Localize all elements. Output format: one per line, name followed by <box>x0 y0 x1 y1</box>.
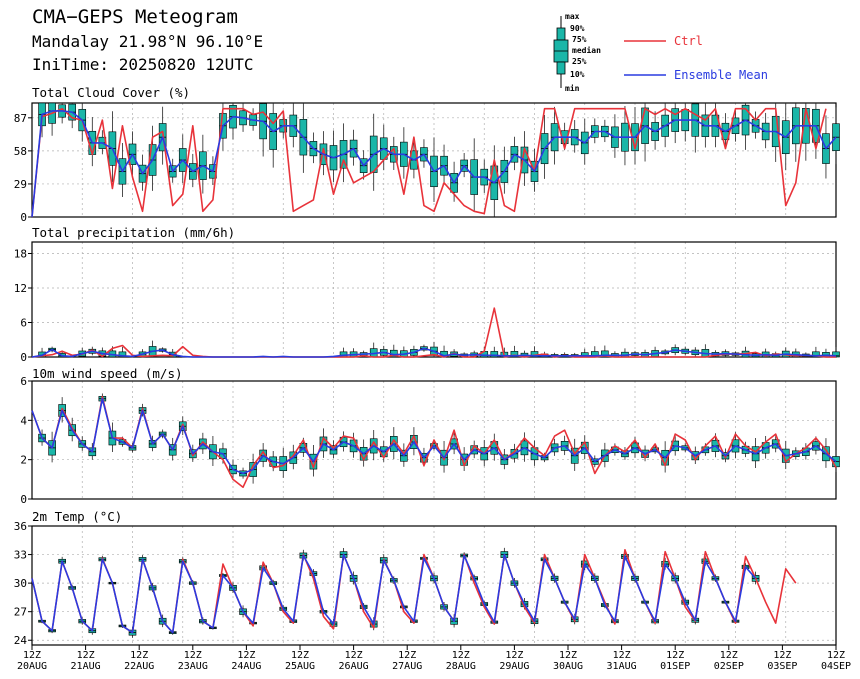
y-tick-label: 2 <box>20 454 27 467</box>
x-tick-date: 21AUG <box>71 661 101 672</box>
x-tick-hour: 12Z <box>23 650 41 661</box>
ensemble-box <box>510 351 519 358</box>
legend-box-label: 10% <box>570 70 585 79</box>
y-tick-label: 6 <box>20 317 27 330</box>
ensemble-box <box>118 351 127 358</box>
panel-title: Total Cloud Cover (%) <box>32 85 190 100</box>
legend-box-upper <box>556 27 566 41</box>
x-tick-date: 02SEP <box>714 661 744 672</box>
ensemble-box <box>490 351 499 358</box>
x-tick-hour: 12Z <box>720 650 738 661</box>
y-tick-label: 4 <box>20 414 27 427</box>
y-tick-label: 6 <box>20 375 27 388</box>
x-tick-date: 25AUG <box>285 661 315 672</box>
x-tick-hour: 12Z <box>452 650 470 661</box>
x-tick-hour: 12Z <box>827 650 845 661</box>
x-tick-hour: 12Z <box>398 650 416 661</box>
panel-title: Total precipitation (mm/6h) <box>32 225 235 240</box>
y-tick-label: 12 <box>14 282 27 295</box>
x-tick-date: 20AUG <box>17 661 47 672</box>
y-tick-label: 30 <box>14 577 27 590</box>
legend-box-lower <box>556 61 566 75</box>
y-tick-label: 33 <box>14 549 27 562</box>
y-tick-label: 27 <box>14 606 27 619</box>
panel-frame <box>31 241 837 358</box>
y-tick-label: 58 <box>14 145 27 158</box>
legend-box-label: 75% <box>572 35 587 44</box>
y-tick-label: 18 <box>14 248 27 261</box>
panel-frame <box>31 525 837 646</box>
x-tick-hour: 12Z <box>130 650 148 661</box>
ensemble-mean-line <box>31 110 837 218</box>
ensemble-mean-line <box>31 397 837 475</box>
legend-box-label: 90% <box>570 24 585 33</box>
y-tick-label: 0 <box>20 351 27 364</box>
y-tick-label: 87 <box>14 112 27 125</box>
x-tick-date: 26AUG <box>339 661 369 672</box>
x-tick-date: 24AUG <box>231 661 261 672</box>
x-tick-hour: 12Z <box>559 650 577 661</box>
x-tick-hour: 12Z <box>291 650 309 661</box>
legend-box-label: min <box>565 83 580 93</box>
legend-box-label: max <box>565 12 580 21</box>
ensemble-mean-line <box>31 347 837 358</box>
init-time-label: IniTime: 20250820 12UTC <box>32 55 254 74</box>
x-tick-date: 28AUG <box>446 661 476 672</box>
panel-title: 10m wind speed (m/s) <box>32 366 183 381</box>
legend-ctrl-label: Ctrl <box>674 34 703 48</box>
x-tick-hour: 12Z <box>773 650 791 661</box>
legend-mean-label: Ensemble Mean <box>674 68 768 82</box>
location-label: Mandalay 21.98°N 96.10°E <box>32 32 264 51</box>
x-tick-hour: 12Z <box>77 650 95 661</box>
panel-frame <box>31 380 837 500</box>
y-tick-label: 36 <box>14 520 27 533</box>
x-tick-hour: 12Z <box>505 650 523 661</box>
y-tick-label: 0 <box>20 493 27 506</box>
x-tick-hour: 12Z <box>345 650 363 661</box>
x-tick-date: 23AUG <box>178 661 208 672</box>
x-tick-hour: 12Z <box>237 650 255 661</box>
x-tick-date: 31AUG <box>607 661 637 672</box>
ensemble-box <box>812 351 820 358</box>
y-tick-label: 29 <box>14 178 27 191</box>
ensemble-mean-line <box>31 553 757 634</box>
panel-title: 2m Temp (°C) <box>32 509 122 524</box>
x-tick-date: 03SEP <box>767 661 797 672</box>
x-tick-date: 01SEP <box>660 661 690 672</box>
x-tick-date: 22AUG <box>124 661 154 672</box>
x-tick-hour: 12Z <box>184 650 202 661</box>
meteogram-title: CMA−GEPS Meteogram <box>32 6 238 28</box>
y-tick-label: 0 <box>20 211 27 224</box>
x-tick-date: 29AUG <box>499 661 529 672</box>
x-tick-date: 27AUG <box>392 661 422 672</box>
legend-box-label: 25% <box>572 57 587 66</box>
x-tick-date: 30AUG <box>553 661 583 672</box>
x-tick-date: 04SEP <box>821 661 851 672</box>
y-tick-label: 24 <box>14 634 28 647</box>
ctrl-series-line <box>31 307 836 358</box>
ensemble-box <box>601 350 609 358</box>
x-tick-hour: 12Z <box>666 650 684 661</box>
x-tick-hour: 12Z <box>613 650 631 661</box>
legend-box-label: median <box>572 45 601 55</box>
